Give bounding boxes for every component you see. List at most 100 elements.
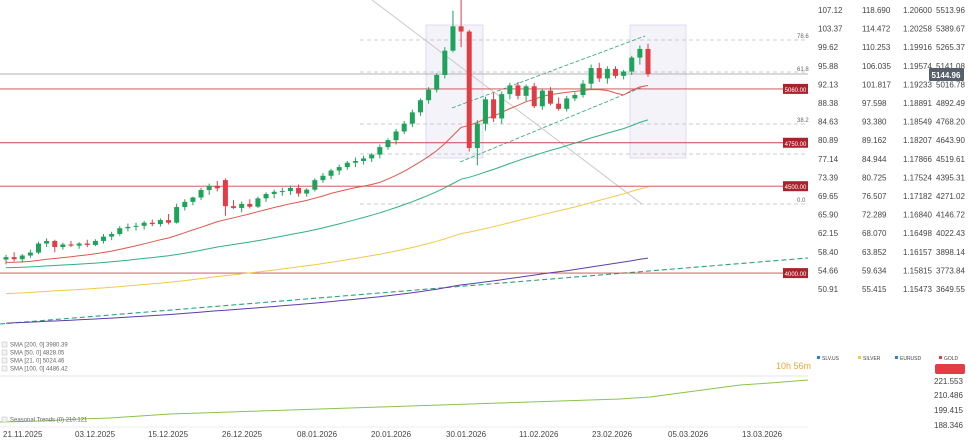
y-tick-label: 3773.84 <box>936 266 965 275</box>
candle <box>239 203 245 208</box>
y-tick-label: 3649.55 <box>936 285 965 294</box>
date-axis: 21.11.2025 03.12.2025 15.12.2025 26.12.2025… <box>0 426 808 439</box>
candle <box>117 228 123 234</box>
candle <box>68 244 74 246</box>
seasonal-tick: 210.486 <box>934 391 963 400</box>
sma-200-line <box>5 257 649 324</box>
candle <box>174 207 180 223</box>
candle <box>36 243 42 253</box>
last-price-badge: 5144.96 <box>929 68 964 81</box>
candle <box>263 194 269 199</box>
candle <box>434 74 440 90</box>
candle <box>101 236 107 241</box>
candle <box>385 140 391 148</box>
sma-lines <box>5 85 649 324</box>
y-tick-label: 80.725 <box>862 173 887 182</box>
candle <box>547 90 553 104</box>
y-tick-label: 1.15473 <box>903 285 932 294</box>
support-lines: 5060.00 4750.00 4500.00 4000.00 <box>0 83 808 279</box>
y-tick-label: 63.852 <box>862 248 887 257</box>
candle <box>149 222 155 225</box>
y-tick-label: 4643.90 <box>936 136 965 145</box>
seasonal-tick: 199.415 <box>934 406 963 415</box>
candle <box>52 240 58 248</box>
x-tick-label: 11.02.2026 <box>519 430 559 439</box>
sma-legend: SMA [200, 0] 3980.39 SMA [50, 0] 4828.05… <box>1 341 68 373</box>
y-tick-label: 1.20600 <box>903 6 932 15</box>
y-tick-label: 62.15 <box>818 229 839 238</box>
seasonal-tick: 221.553 <box>934 377 963 386</box>
candle <box>271 191 277 195</box>
y-tick-label: 4892.49 <box>936 99 965 108</box>
y-tick-label: 110.253 <box>862 43 891 52</box>
candle <box>125 226 131 229</box>
candle <box>515 85 521 96</box>
candle <box>482 99 488 124</box>
y-tick-label: 1.17866 <box>903 155 932 164</box>
legend-item: EURUSD <box>900 356 922 362</box>
candle <box>539 90 545 107</box>
y-tick-label: 103.37 <box>818 25 843 34</box>
candle <box>19 255 25 260</box>
candle <box>312 180 318 190</box>
y-tick-label: 1.19574 <box>903 62 932 71</box>
candle <box>564 98 570 109</box>
y-tick-label: 59.634 <box>862 266 887 275</box>
y-tick-label: 107.12 <box>818 6 843 15</box>
y-tick-label: 55.415 <box>862 285 887 294</box>
y-tick-label: 1.15815 <box>903 266 932 275</box>
candle <box>417 100 423 113</box>
candle <box>629 57 635 72</box>
y-tick-label: 4395.31 <box>936 173 965 182</box>
candle <box>458 26 464 32</box>
support-label-box <box>783 83 808 94</box>
y-tick-label: 84.944 <box>862 155 887 164</box>
sma-legend-item: SMA [100, 0] 4486.42 <box>10 367 68 373</box>
y-tick-label: 92.13 <box>818 80 839 89</box>
legend-item: GOLD <box>944 356 959 362</box>
candle <box>247 203 253 207</box>
candle <box>361 158 367 162</box>
y-tick-label: 4271.02 <box>936 192 965 201</box>
y-tick-label: 50.91 <box>818 285 839 294</box>
candle <box>133 225 139 227</box>
y-tick-label: 89.162 <box>862 136 887 145</box>
y-tick-label: 1.17524 <box>903 173 932 182</box>
y-tick-label: 5513.96 <box>936 6 965 15</box>
candle <box>198 190 204 198</box>
y-tick-label: 69.65 <box>818 192 839 201</box>
candle <box>141 222 147 226</box>
candle <box>377 147 383 155</box>
x-tick-label: 05.03.2026 <box>668 430 709 439</box>
support-label-box <box>783 268 808 279</box>
y-tick-label: 1.17182 <box>903 192 932 201</box>
candle <box>580 83 586 95</box>
candle <box>499 94 505 119</box>
candle <box>450 26 456 51</box>
y-tick-label: 3898.14 <box>936 248 965 257</box>
seasonal-tick: 188.346 <box>934 421 963 430</box>
fib-label: 0.0 <box>797 198 806 204</box>
sma-legend-item: SMA [200, 0] 3980.39 <box>10 343 68 349</box>
fib-label: 38.2 <box>797 118 809 124</box>
y-tick-label: 5141.08 <box>936 62 965 71</box>
y-tick-label: 80.89 <box>818 136 839 145</box>
support-label-box <box>783 181 808 192</box>
y-tick-label: 1.19233 <box>903 80 932 89</box>
candle <box>352 161 358 163</box>
sma-50-line <box>5 119 649 269</box>
candle <box>60 244 66 248</box>
x-tick-label: 13.03.2026 <box>742 430 783 439</box>
candle <box>76 243 82 246</box>
candle <box>588 68 594 84</box>
candle <box>491 99 497 119</box>
y-tick-label: 58.40 <box>818 248 839 257</box>
candle <box>523 86 529 96</box>
y-tick-label: 1.18891 <box>903 99 932 108</box>
candle-countdown: 10h 56m <box>776 361 811 371</box>
y-tick-label: 5265.37 <box>936 43 965 52</box>
support-label-box <box>783 137 808 148</box>
fib-label: 61.8 <box>797 67 809 73</box>
y-tick-label: 101.817 <box>862 80 891 89</box>
seasonal-label: Seasonal Trends (0) 210.121 <box>10 418 88 424</box>
